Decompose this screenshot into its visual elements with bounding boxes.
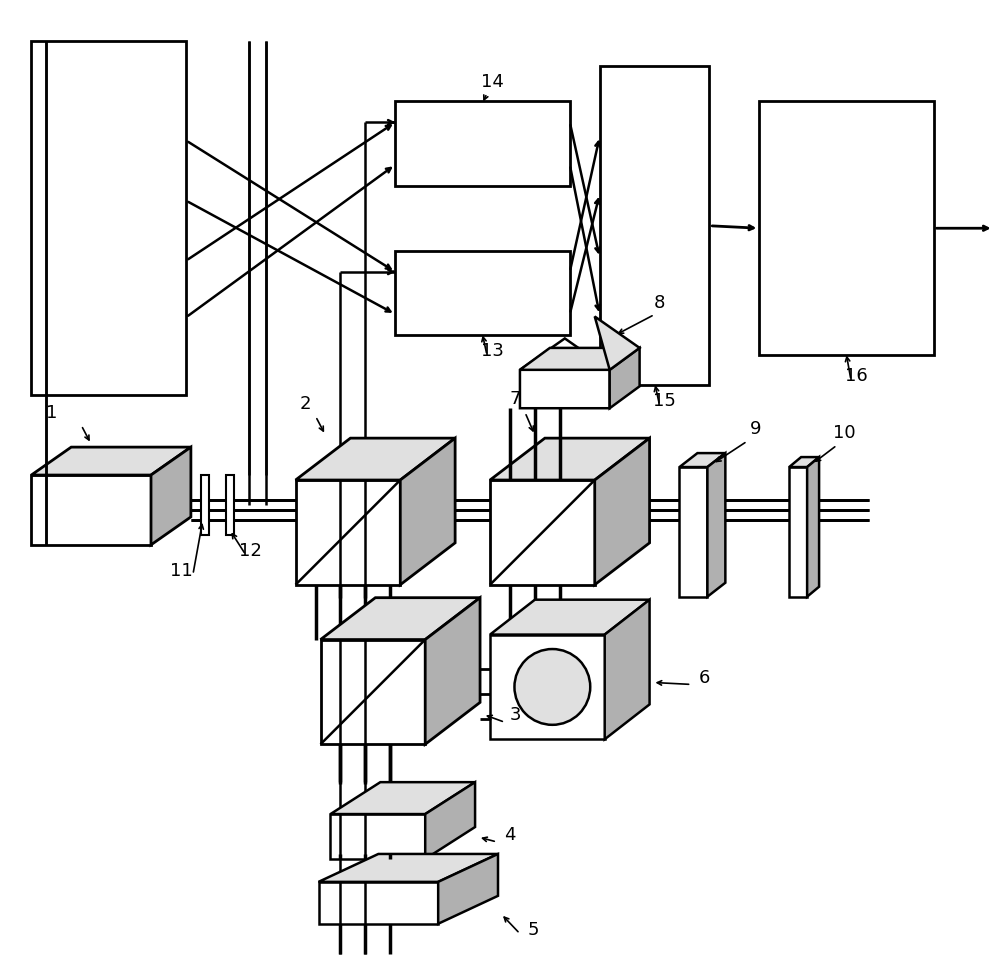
Circle shape xyxy=(514,649,590,724)
Polygon shape xyxy=(600,66,709,385)
Polygon shape xyxy=(679,467,707,597)
Polygon shape xyxy=(201,475,209,535)
Polygon shape xyxy=(321,598,480,640)
Polygon shape xyxy=(330,814,425,859)
Polygon shape xyxy=(321,640,425,744)
Polygon shape xyxy=(425,598,480,744)
Text: 12: 12 xyxy=(239,542,262,560)
Text: 14: 14 xyxy=(481,73,503,91)
Text: 7: 7 xyxy=(509,390,521,409)
Polygon shape xyxy=(296,438,455,480)
Polygon shape xyxy=(151,448,191,545)
Polygon shape xyxy=(438,854,498,923)
Polygon shape xyxy=(395,101,570,186)
Polygon shape xyxy=(400,438,455,585)
Polygon shape xyxy=(319,881,438,923)
Text: 11: 11 xyxy=(170,562,192,580)
Polygon shape xyxy=(595,438,650,585)
Polygon shape xyxy=(31,41,186,395)
Text: 8: 8 xyxy=(654,293,665,311)
Polygon shape xyxy=(425,782,475,859)
Polygon shape xyxy=(490,480,595,585)
Text: 6: 6 xyxy=(699,670,710,687)
Polygon shape xyxy=(610,348,640,409)
Polygon shape xyxy=(707,453,725,597)
Polygon shape xyxy=(789,457,819,467)
Polygon shape xyxy=(605,600,650,739)
Polygon shape xyxy=(490,635,605,739)
Polygon shape xyxy=(319,854,498,881)
Polygon shape xyxy=(31,448,191,475)
Polygon shape xyxy=(807,457,819,597)
Polygon shape xyxy=(789,467,807,597)
Polygon shape xyxy=(490,438,650,480)
Text: 9: 9 xyxy=(750,420,761,438)
Text: 16: 16 xyxy=(845,368,867,385)
Text: 15: 15 xyxy=(653,392,676,410)
Polygon shape xyxy=(490,600,650,635)
Polygon shape xyxy=(595,317,640,370)
Text: 5: 5 xyxy=(527,920,539,939)
Polygon shape xyxy=(226,475,234,535)
Polygon shape xyxy=(31,475,151,545)
Polygon shape xyxy=(395,251,570,335)
Text: 13: 13 xyxy=(481,342,503,361)
Polygon shape xyxy=(296,480,400,585)
Polygon shape xyxy=(679,453,725,467)
Polygon shape xyxy=(520,338,610,409)
Text: 3: 3 xyxy=(509,706,521,724)
Polygon shape xyxy=(520,348,640,370)
Text: 2: 2 xyxy=(300,395,311,413)
Polygon shape xyxy=(759,101,934,355)
Text: 1: 1 xyxy=(46,405,57,422)
Text: 4: 4 xyxy=(504,826,516,844)
Text: 10: 10 xyxy=(833,424,855,442)
Polygon shape xyxy=(330,782,475,814)
